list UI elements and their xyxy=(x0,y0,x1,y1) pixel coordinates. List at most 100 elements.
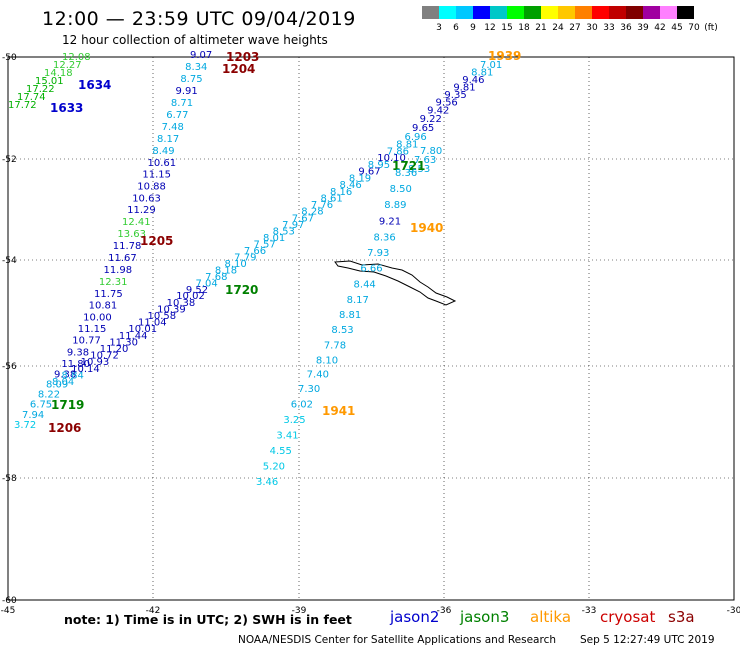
wave-height-value: 7.80 xyxy=(420,146,442,157)
color-swatch xyxy=(592,6,609,19)
wave-height-value: 9.38 xyxy=(54,370,76,381)
wave-height-value: 8.18 xyxy=(215,265,237,276)
latitude-tick-label: -60 xyxy=(2,596,17,606)
wave-height-value: 11.20 xyxy=(100,344,129,355)
latitude-tick-label: -54 xyxy=(2,256,17,266)
wave-height-value: 10.02 xyxy=(176,291,205,302)
wave-height-value: 7.57 xyxy=(253,240,275,251)
longitude-tick-label: -33 xyxy=(582,606,597,616)
color-swatch xyxy=(660,6,677,19)
color-swatch xyxy=(609,6,626,19)
wave-height-value: 12.27 xyxy=(53,60,82,71)
wave-height-value: 7.86 xyxy=(387,146,409,157)
wave-height-value: 8.53 xyxy=(273,226,295,237)
color-swatch xyxy=(643,6,660,19)
longitude-tick-label: -30 xyxy=(727,606,740,616)
wave-height-value: 8.34 xyxy=(185,62,207,73)
color-scale-label: 42 xyxy=(654,23,666,33)
color-swatch xyxy=(507,6,524,19)
wave-height-value: 11.29 xyxy=(127,205,156,216)
wave-height-value: 11.44 xyxy=(119,331,148,342)
color-swatch xyxy=(422,6,439,19)
color-swatch xyxy=(677,6,694,19)
wave-height-value: 5.20 xyxy=(263,461,285,472)
pass-time-label: 1720 xyxy=(225,283,258,297)
wave-height-value: 10.61 xyxy=(147,158,176,169)
wave-height-value: 9.07 xyxy=(190,50,212,61)
color-scale-label: 39 xyxy=(637,23,649,33)
wave-height-value: 9.22 xyxy=(420,114,442,125)
legend-jason3: jason3 xyxy=(460,608,510,626)
pass-time-label: 1205 xyxy=(140,234,173,248)
color-scale-label: 18 xyxy=(518,23,530,33)
wave-height-value: 10.88 xyxy=(137,181,166,192)
pass-time-label: 1634 xyxy=(78,78,111,92)
wave-height-value: 12.31 xyxy=(99,277,128,288)
pass-time-label: 1719 xyxy=(51,398,84,412)
wave-height-value: 9.65 xyxy=(412,123,434,134)
wave-height-value: 10.00 xyxy=(83,312,112,323)
credit-line: NOAA/NESDIS Center for Satellite Applica… xyxy=(238,634,556,646)
pass-time-label: 1204 xyxy=(222,62,255,76)
color-scale-label: (ft) xyxy=(704,23,718,33)
wave-height-value: 6.96 xyxy=(404,132,426,143)
wave-height-value: 11.04 xyxy=(138,318,167,329)
color-swatch xyxy=(490,6,507,19)
wave-height-value: 8.81 xyxy=(396,140,418,151)
legend-jason2: jason2 xyxy=(390,608,440,626)
south-georgia-coastline xyxy=(334,260,457,306)
wave-height-value: 8.50 xyxy=(390,184,412,195)
color-swatch xyxy=(473,6,490,19)
wave-height-value: 8.95 xyxy=(368,160,390,171)
wave-height-value: 8.22 xyxy=(38,390,60,401)
wave-height-value: 8.61 xyxy=(320,194,342,205)
wave-height-value: 7.78 xyxy=(324,340,346,351)
wave-height-value: 7.79 xyxy=(234,253,256,264)
wave-height-value: 8.09 xyxy=(46,380,68,391)
color-scale-label: 9 xyxy=(470,23,476,33)
wave-height-value: 7.67 xyxy=(292,213,314,224)
color-swatch xyxy=(456,6,473,19)
wave-height-value: 3.72 xyxy=(14,420,36,431)
wave-height-value: 9.42 xyxy=(427,105,449,116)
wave-height-value: 10.14 xyxy=(71,364,100,375)
wave-height-value: 10.39 xyxy=(157,304,186,315)
wave-height-value: 6.77 xyxy=(166,110,188,121)
wave-height-value: 9.81 xyxy=(453,82,475,93)
color-scale-label: 27 xyxy=(569,23,581,33)
legend-altika: altika xyxy=(530,608,572,626)
wave-height-value: 8.36 xyxy=(395,168,417,179)
wave-height-value: 14.18 xyxy=(44,68,73,79)
longitude-tick-label: -42 xyxy=(146,606,161,616)
wave-height-value: 9.21 xyxy=(379,216,401,227)
wave-height-value: 3.41 xyxy=(276,430,298,441)
wave-height-value: 7.40 xyxy=(307,370,329,381)
wave-height-value: 8.10 xyxy=(316,355,338,366)
wave-height-value: 3.46 xyxy=(256,477,278,488)
latitude-tick-label: -58 xyxy=(2,474,17,484)
color-swatch xyxy=(541,6,558,19)
wave-height-value: 12.41 xyxy=(122,217,151,228)
wave-height-value: 11.75 xyxy=(94,289,123,300)
color-scale-label: 21 xyxy=(535,23,547,33)
wave-height-value: 8.17 xyxy=(157,134,179,145)
color-swatch xyxy=(558,6,575,19)
wave-height-value: 9.52 xyxy=(186,285,208,296)
wave-height-value: 10.81 xyxy=(89,301,118,312)
pass-time-label: 1941 xyxy=(322,404,355,418)
color-scale-label: 3 xyxy=(436,23,442,33)
color-scale-label: 24 xyxy=(552,23,564,33)
wave-height-value: 11.78 xyxy=(113,241,142,252)
wave-height-value: 7.66 xyxy=(244,246,266,257)
wave-height-value: 8.71 xyxy=(171,98,193,109)
wave-height-value: 17.74 xyxy=(17,92,46,103)
wave-height-value: 11.15 xyxy=(78,324,107,335)
wave-height-value: 9.91 xyxy=(175,86,197,97)
color-swatch xyxy=(524,6,541,19)
wave-height-value: 8.17 xyxy=(347,295,369,306)
wave-height-value: 8.36 xyxy=(374,232,396,243)
wave-height-value: 6.75 xyxy=(30,400,52,411)
latitude-tick-label: -50 xyxy=(2,53,17,63)
wave-height-value: 11.80 xyxy=(61,359,90,370)
footnote: note: 1) Time is in UTC; 2) SWH is in fe… xyxy=(64,612,352,627)
